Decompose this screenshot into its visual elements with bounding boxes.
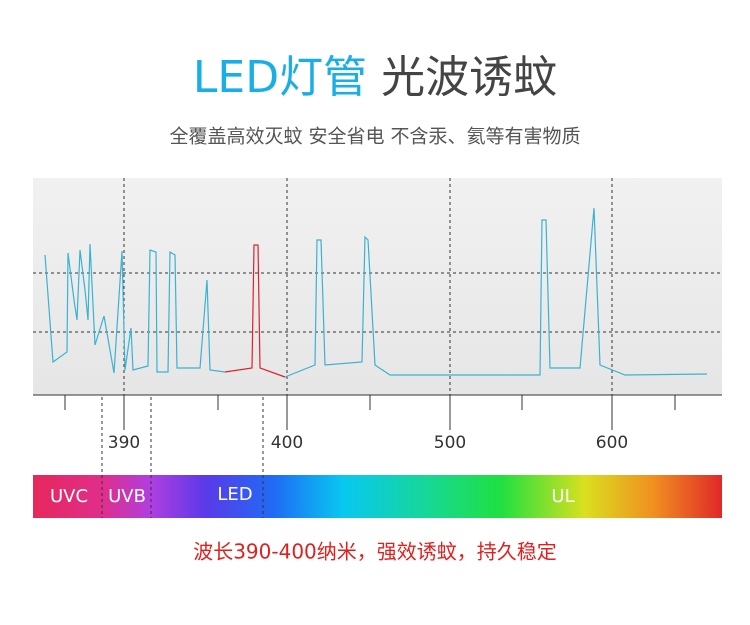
tick-label: 500 [434, 433, 466, 453]
band-label: UVC [50, 486, 88, 507]
guides [33, 178, 722, 518]
led-peak [224, 244, 286, 378]
plot-area [33, 178, 722, 395]
footer: 波长390-400纳米，强效诱蚊，持久稳定 [193, 540, 557, 564]
title-rest: 光波诱蚊 [381, 52, 557, 103]
spectrum-bar [33, 475, 722, 518]
band-label: UVB [108, 486, 146, 507]
spectrum-curve [44, 243, 226, 374]
title-highlight: LED灯管 [193, 52, 367, 103]
spectrum-curve-tail [284, 207, 708, 378]
axis [33, 394, 722, 430]
tick-label: 400 [271, 433, 303, 453]
band-label: UL [551, 486, 574, 507]
title: LED灯管 光波诱蚊 [193, 52, 557, 103]
band-labels: UVC UVB LED UL [50, 484, 575, 507]
band-label: LED [217, 484, 252, 505]
tick-label: 600 [596, 433, 628, 453]
tick-labels: 390 400 500 600 [108, 433, 628, 453]
tick-label: 390 [108, 433, 140, 453]
band-dividers [101, 475, 264, 518]
subtitle: 全覆盖高效灭蚊 安全省电 不含汞、氦等有害物质 [169, 126, 580, 148]
